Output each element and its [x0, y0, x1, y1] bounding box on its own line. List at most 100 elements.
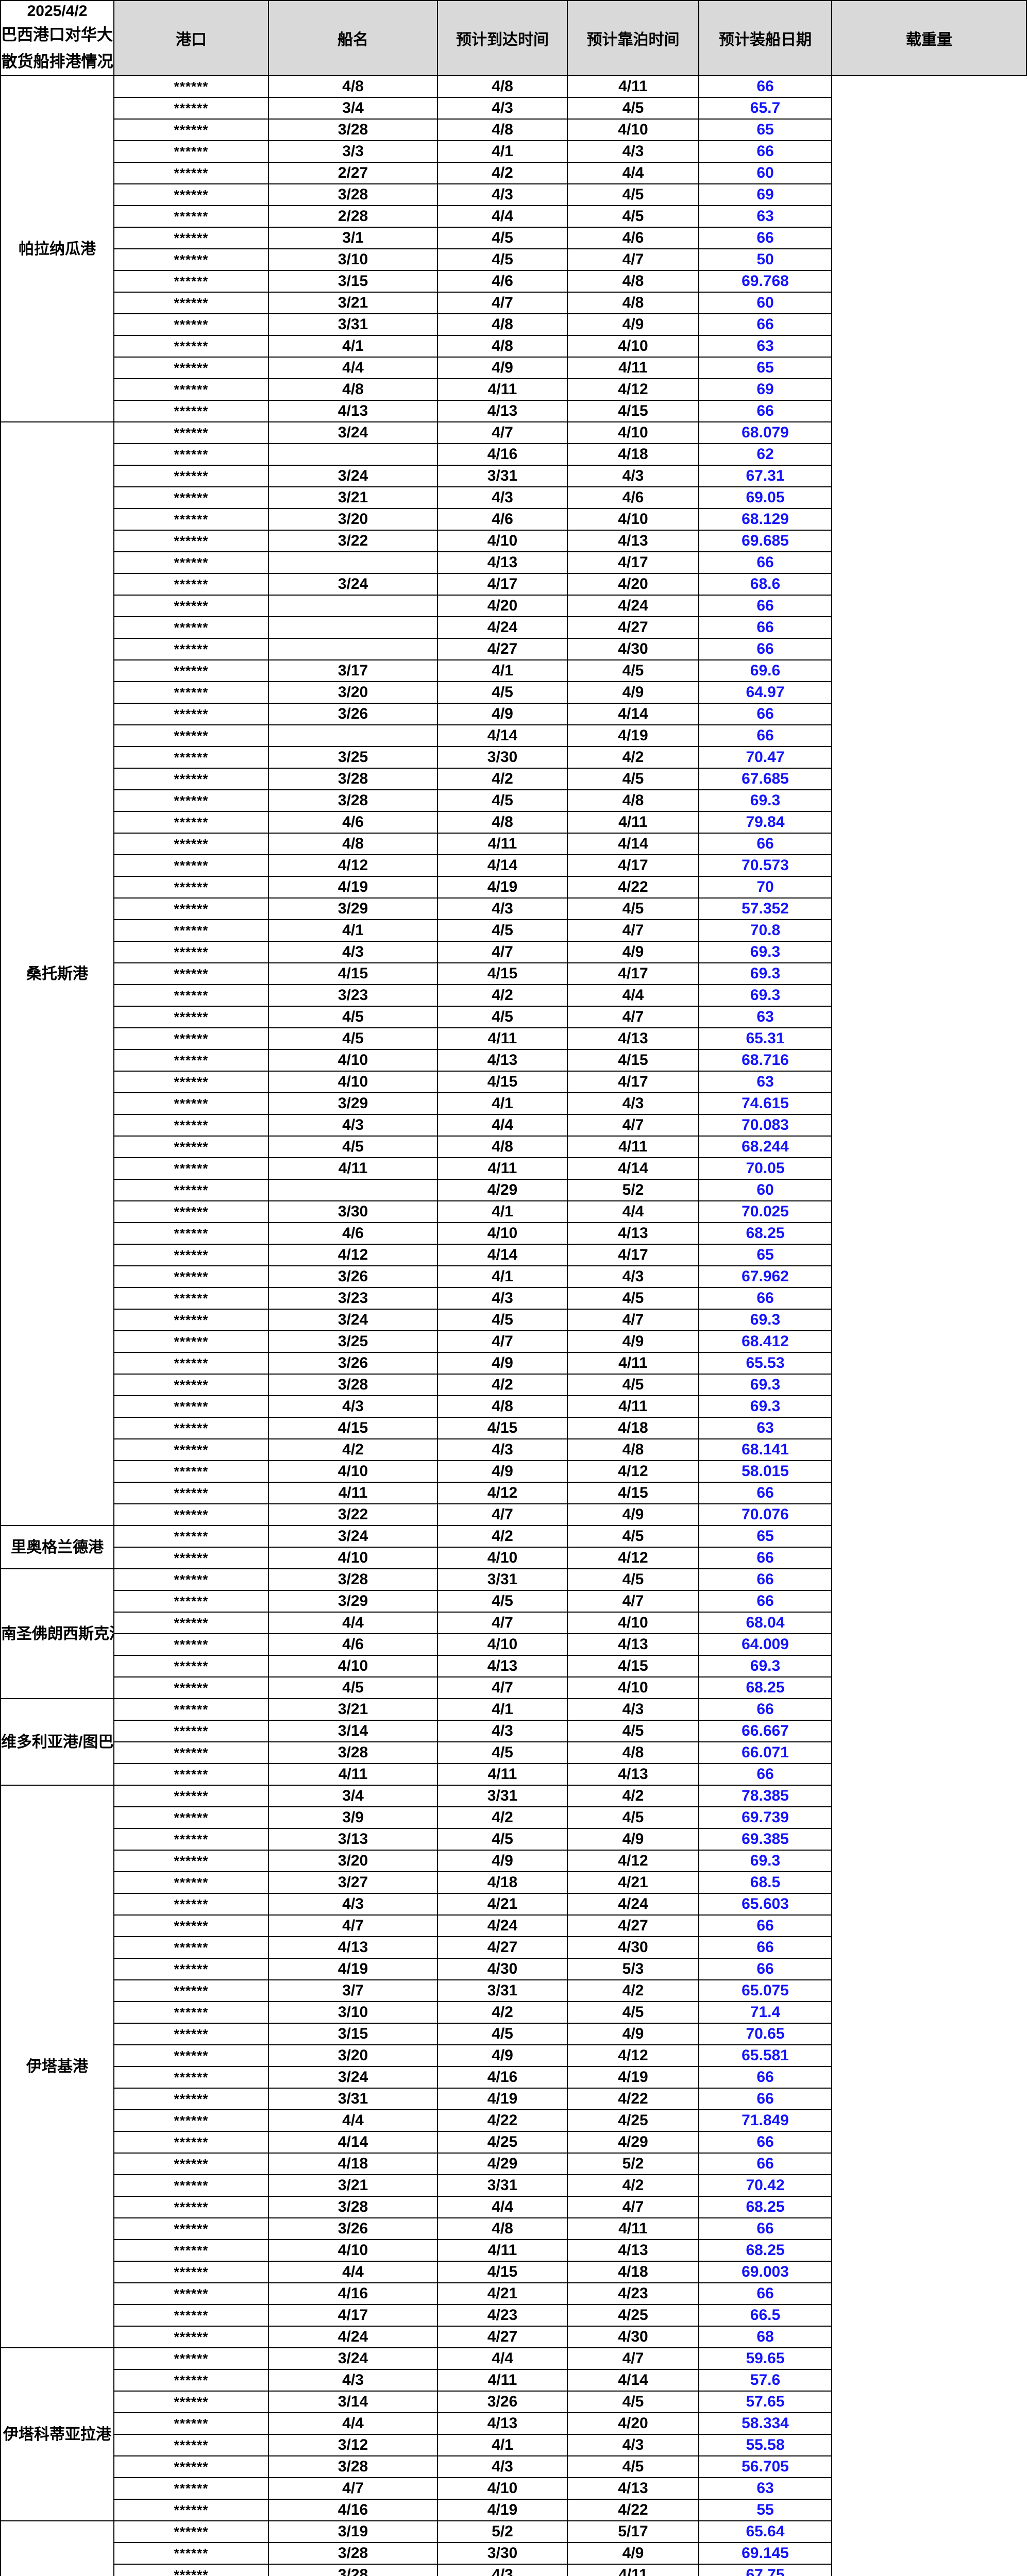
deadweight-cell: 65.31	[698, 1027, 832, 1050]
table-row: ****** 3/31 4/19 4/22 66	[1, 2088, 1026, 2110]
berth-time-cell: 3/31	[437, 1979, 568, 2002]
deadweight-cell: 68.244	[698, 1136, 832, 1158]
table-row: ****** 4/16 4/21 4/23 66	[1, 2282, 1026, 2305]
deadweight-cell: 68.25	[698, 2196, 832, 2218]
table-row: ****** 4/10 4/15 4/17 63	[1, 1071, 1026, 1093]
deadweight-cell: 68.5	[698, 1871, 832, 1894]
ship-name-cell: ******	[113, 811, 269, 834]
table-row: ****** 3/9 4/2 4/5 69.739	[1, 1806, 1026, 1829]
berth-time-cell: 4/16	[437, 443, 568, 466]
eta-cell: 3/26	[268, 1352, 438, 1375]
deadweight-cell: 66	[698, 2282, 832, 2305]
eta-cell: 4/10	[268, 1655, 438, 1677]
deadweight-cell: 68.04	[698, 1612, 832, 1634]
table-row: ****** 3/24 4/16 4/19 66	[1, 2066, 1026, 2089]
eta-cell: 3/4	[268, 1785, 438, 1807]
eta-cell: 4/8	[268, 75, 438, 98]
table-row: ****** 3/29 4/5 4/7 66	[1, 1590, 1026, 1613]
table-row: ****** 4/24 4/27 4/30 68	[1, 2326, 1026, 2348]
table-row: ****** 3/10 4/2 4/5 71.4	[1, 2001, 1026, 2024]
load-date-cell: 4/5	[567, 1287, 699, 1310]
berth-time-cell: 4/13	[437, 1049, 568, 1072]
ship-name-cell: ******	[113, 205, 269, 228]
eta-cell: 4/11	[268, 1157, 438, 1180]
load-date-cell: 4/9	[567, 1828, 699, 1851]
ship-name-cell: ******	[113, 1612, 269, 1634]
deadweight-cell: 68.412	[698, 1330, 832, 1353]
ship-name-cell: ******	[113, 1417, 269, 1439]
deadweight-cell: 70	[698, 876, 832, 899]
load-date-cell: 4/17	[567, 962, 699, 985]
table-row: ****** 4/12 4/14 4/17 65	[1, 1244, 1026, 1266]
berth-time-cell: 4/8	[437, 2217, 568, 2240]
table-row: ****** 3/26 4/9 4/14 66	[1, 703, 1026, 725]
ship-name-cell: ******	[113, 876, 269, 899]
load-date-cell: 4/10	[567, 508, 699, 531]
table-row: ****** 4/11 4/11 4/13 66	[1, 1763, 1026, 1786]
berth-time-cell: 4/25	[437, 2131, 568, 2154]
table-row: 帕拉纳瓜港 ****** 4/8 4/8 4/11 66	[0, 75, 1026, 422]
load-date-cell: 4/10	[567, 118, 699, 141]
table-row: ****** 3/20 4/9 4/12 65.581	[1, 2044, 1026, 2067]
table-row: ****** 4/19 4/19 4/22 70	[1, 876, 1026, 899]
deadweight-cell: 64.009	[698, 1633, 832, 1656]
ship-name-cell: ******	[113, 313, 269, 336]
table-row: 伊塔科蒂亚拉港 ****** 3/24 4/4 4/7 59.65	[0, 2347, 1026, 2521]
port-name-cell: 巴卡雷纳港	[0, 2520, 114, 2576]
deadweight-cell: 68.716	[698, 1049, 832, 1072]
deadweight-cell: 66.667	[698, 1720, 832, 1742]
deadweight-cell: 57.6	[698, 2369, 832, 2392]
table-row: ****** 4/10 4/9 4/12 58.015	[1, 1460, 1026, 1483]
load-date-cell: 4/7	[567, 919, 699, 942]
load-date-cell: 4/12	[567, 1460, 699, 1483]
deadweight-cell: 66	[698, 1287, 832, 1310]
load-date-cell: 4/8	[567, 1438, 699, 1461]
eta-cell: 3/14	[268, 2391, 438, 2413]
eta-cell: 4/5	[268, 1006, 438, 1028]
load-date-cell: 4/10	[567, 335, 699, 358]
deadweight-cell: 66	[698, 2131, 832, 2154]
ship-name-cell: ******	[113, 2520, 269, 2543]
berth-time-cell: 4/6	[437, 508, 568, 531]
eta-cell	[268, 724, 438, 747]
berth-time-cell: 4/11	[437, 2239, 568, 2262]
eta-cell: 3/3	[268, 140, 438, 163]
table-row: ****** 3/7 3/31 4/2 65.075	[1, 1979, 1026, 2002]
load-date-cell: 4/11	[567, 2217, 699, 2240]
load-date-cell: 4/13	[567, 1633, 699, 1656]
berth-time-cell: 5/2	[437, 2520, 568, 2543]
load-date-cell: 4/11	[567, 357, 699, 379]
eta-cell	[268, 443, 438, 466]
berth-time-cell: 4/3	[437, 897, 568, 920]
load-date-cell: 4/11	[567, 1395, 699, 1418]
eta-cell: 2/28	[268, 205, 438, 228]
berth-time-cell: 4/1	[437, 659, 568, 682]
report-title-line1: 巴西港口对华大豆	[1, 26, 113, 44]
berth-time-cell: 4/5	[437, 919, 568, 942]
berth-time-cell: 4/4	[437, 2347, 568, 2370]
eta-cell: 3/28	[268, 789, 438, 812]
eta-cell: 3/20	[268, 1850, 438, 1872]
eta-cell: 4/10	[268, 1071, 438, 1093]
load-date-cell: 4/5	[567, 768, 699, 790]
deadweight-cell: 70.42	[698, 2174, 832, 2197]
load-date-cell: 4/14	[567, 703, 699, 725]
table-row: ****** 3/26 4/9 4/11 65.53	[1, 1352, 1026, 1375]
load-date-cell: 4/30	[567, 638, 699, 660]
berth-time-cell: 4/8	[437, 1136, 568, 1158]
load-date-cell: 4/5	[567, 183, 699, 206]
ship-name-cell: ******	[113, 378, 269, 401]
table-row: ****** 2/28 4/4 4/5 63	[1, 205, 1026, 228]
berth-time-cell: 4/11	[437, 833, 568, 855]
berth-time-cell: 4/27	[437, 1936, 568, 1959]
berth-time-cell: 4/3	[437, 97, 568, 120]
deadweight-cell: 65	[698, 118, 832, 141]
load-date-cell: 4/4	[567, 984, 699, 1007]
table-row: ****** 3/29 4/3 4/5 57.352	[1, 897, 1026, 920]
eta-cell: 4/19	[268, 876, 438, 899]
table-row: ****** 3/14 3/26 4/5 57.65	[1, 2391, 1026, 2413]
berth-time-cell: 4/15	[437, 1417, 568, 1439]
table-row: ****** 4/14 4/19 66	[1, 724, 1026, 747]
load-date-cell: 4/3	[567, 2434, 699, 2456]
